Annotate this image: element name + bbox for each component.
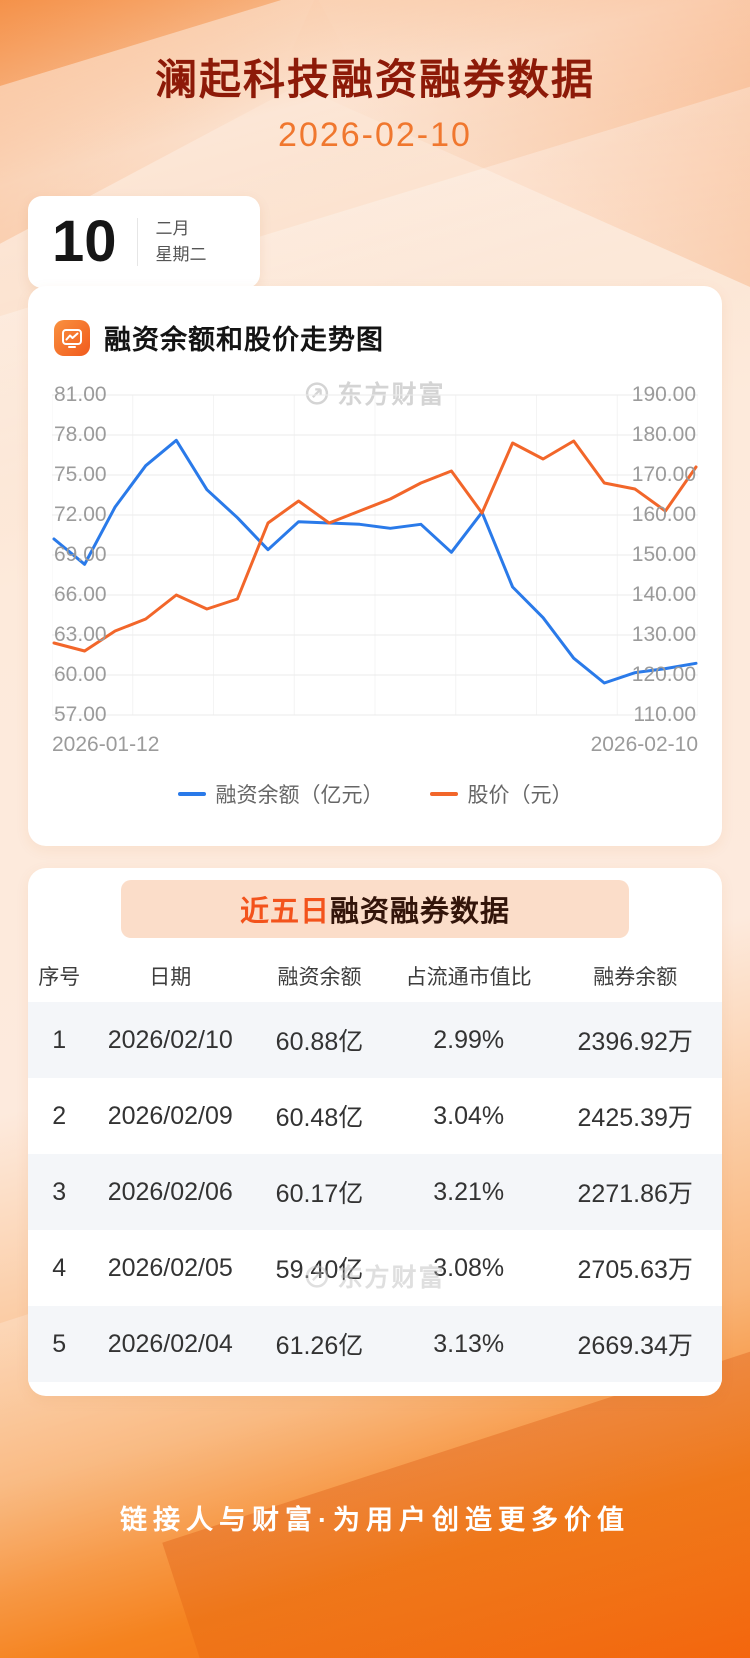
left-axis-tick: 63.00 xyxy=(54,623,107,646)
date-side: 二月 星期二 xyxy=(156,218,207,266)
table-cell: 1 xyxy=(52,1025,67,1054)
right-axis-tick: 180.00 xyxy=(631,423,696,446)
date-weekday: 星期二 xyxy=(155,245,207,264)
table-cell: 2705.63万 xyxy=(577,1256,693,1284)
table-body: 1 2026/02/10 60.88亿 2.99% 2396.92万 2 2026/02/0… xyxy=(28,1002,722,1382)
table-cell: 2026/02/05 xyxy=(107,1253,233,1282)
table-cell: 3.04% xyxy=(433,1101,505,1130)
date-day: 10 xyxy=(52,209,117,274)
right-axis-tick: 140.00 xyxy=(631,583,696,606)
table-header-row: 序号 日期 融资余额 占流通市值比 融券余额 xyxy=(28,950,722,1002)
table-cell: 2026/02/09 xyxy=(107,1101,233,1130)
table-cell: 2026/02/06 xyxy=(107,1177,233,1206)
table-cell: 5 xyxy=(52,1329,67,1358)
table-card: 近五日 融资融券数据 东方财富 序号 日期 融资余额 占流通市值比 融券余额 1 2026/… xyxy=(28,868,722,1396)
x-axis-start-label: 2026-01-12 xyxy=(52,733,160,756)
table-row: 3 2026/02/06 60.17亿 3.21% 2271.86万 xyxy=(28,1154,722,1230)
legend-label: 融资余额（亿元） xyxy=(215,784,384,807)
watermark: 东方财富 xyxy=(304,1258,445,1294)
left-axis-tick: 60.00 xyxy=(54,663,107,686)
table-cell: 60.88亿 xyxy=(275,1028,364,1056)
right-axis-tick: 190.00 xyxy=(631,383,696,406)
column-header: 序号 xyxy=(38,966,81,989)
table-cell: 2.99% xyxy=(433,1025,505,1054)
x-axis-end-label: 2026-02-10 xyxy=(590,733,698,756)
table-cell: 3 xyxy=(52,1177,67,1206)
date-month: 二月 xyxy=(155,218,190,238)
left-axis-tick: 81.00 xyxy=(54,383,107,406)
table-cell: 2669.34万 xyxy=(577,1332,693,1360)
trend-chart xyxy=(52,394,698,716)
chart-header: 融资余额和股价走势图 xyxy=(28,286,722,357)
column-header: 占流通市值比 xyxy=(405,966,532,989)
table-row: 1 2026/02/10 60.88亿 2.99% 2396.92万 xyxy=(28,1002,722,1078)
legend-swatch xyxy=(177,792,206,796)
table-cell: 59.40亿 xyxy=(275,1256,364,1284)
right-axis-tick: 130.00 xyxy=(631,623,696,646)
chart-card: 融资余额和股价走势图 东方财富 81.00 78.00 75.00 72.00 69.0… xyxy=(28,286,722,846)
legend-item: 股价（元） xyxy=(429,779,573,809)
table-row: 4 2026/02/05 59.40亿 3.08% 2705.63万 xyxy=(28,1230,722,1306)
chart-legend: 融资余额（亿元） 股价（元） xyxy=(28,779,722,809)
footer-slogan: 链接人与财富·为用户创造更多价值 xyxy=(120,1505,630,1535)
page-title: 澜起科技融资融券数据 xyxy=(154,56,595,103)
right-axis-tick: 120.00 xyxy=(631,663,696,686)
table-row: 2 2026/02/09 60.48亿 3.04% 2425.39万 xyxy=(28,1078,722,1154)
table-title-rest: 融资融券数据 xyxy=(330,896,511,928)
page-date: 2026-02-10 xyxy=(278,116,472,154)
table-cell: 2396.92万 xyxy=(577,1028,693,1056)
data-table: 东方财富 序号 日期 融资余额 占流通市值比 融券余额 1 2026/02/10 60.88… xyxy=(28,950,722,1382)
table-cell: 3.08% xyxy=(433,1253,505,1282)
table-cell: 60.48亿 xyxy=(275,1104,364,1132)
column-header: 日期 xyxy=(149,966,192,989)
watermark-logo-icon xyxy=(305,1264,329,1288)
right-axis-tick: 150.00 xyxy=(631,543,696,566)
table-title: 近五日 融资融券数据 xyxy=(121,880,629,938)
column-header: 融券余额 xyxy=(593,966,678,989)
table-cell: 3.21% xyxy=(433,1177,505,1206)
column-header: 融资余额 xyxy=(277,966,362,989)
chart-area: 东方财富 81.00 78.00 75.00 72.00 69.00 66.00 63.00… xyxy=(52,381,698,726)
left-axis-tick: 66.00 xyxy=(54,583,107,606)
table-cell: 4 xyxy=(52,1253,67,1282)
table-cell: 2425.39万 xyxy=(577,1104,693,1132)
left-axis-tick: 69.00 xyxy=(54,543,107,566)
right-axis-tick: 110.00 xyxy=(633,703,696,726)
table-cell: 61.26亿 xyxy=(275,1332,364,1360)
chart-title: 融资余额和股价走势图 xyxy=(104,325,384,355)
table-cell: 2026/02/04 xyxy=(107,1329,233,1358)
watermark-logo-icon xyxy=(305,381,329,405)
table-cell: 2026/02/10 xyxy=(107,1025,233,1054)
table-cell: 2271.86万 xyxy=(577,1180,693,1208)
chart-icon xyxy=(54,319,90,356)
left-axis-tick: 72.00 xyxy=(54,503,107,526)
right-axis-tick: 160.00 xyxy=(631,503,696,526)
x-axis-labels: 2026-01-12 2026-02-10 xyxy=(52,733,698,757)
date-card: 10 二月 星期二 xyxy=(28,196,260,288)
table-row: 5 2026/02/04 61.26亿 3.13% 2669.34万 xyxy=(28,1306,722,1382)
date-divider xyxy=(136,218,138,266)
watermark-text: 东方财富 xyxy=(337,1264,446,1292)
legend-swatch xyxy=(429,792,458,796)
left-axis-tick: 75.00 xyxy=(54,463,107,486)
right-axis-tick: 170.00 xyxy=(631,463,696,486)
left-axis-tick: 57.00 xyxy=(54,703,107,726)
table-cell: 60.17亿 xyxy=(275,1180,364,1208)
legend-label: 股价（元） xyxy=(467,784,573,807)
line-chart-icon xyxy=(62,328,82,348)
left-axis-tick: 78.00 xyxy=(54,423,107,446)
legend-item: 融资余额（亿元） xyxy=(177,779,384,809)
table-cell: 2 xyxy=(52,1101,67,1130)
table-cell: 3.13% xyxy=(433,1329,505,1358)
table-title-highlight: 近五日 xyxy=(239,896,330,928)
